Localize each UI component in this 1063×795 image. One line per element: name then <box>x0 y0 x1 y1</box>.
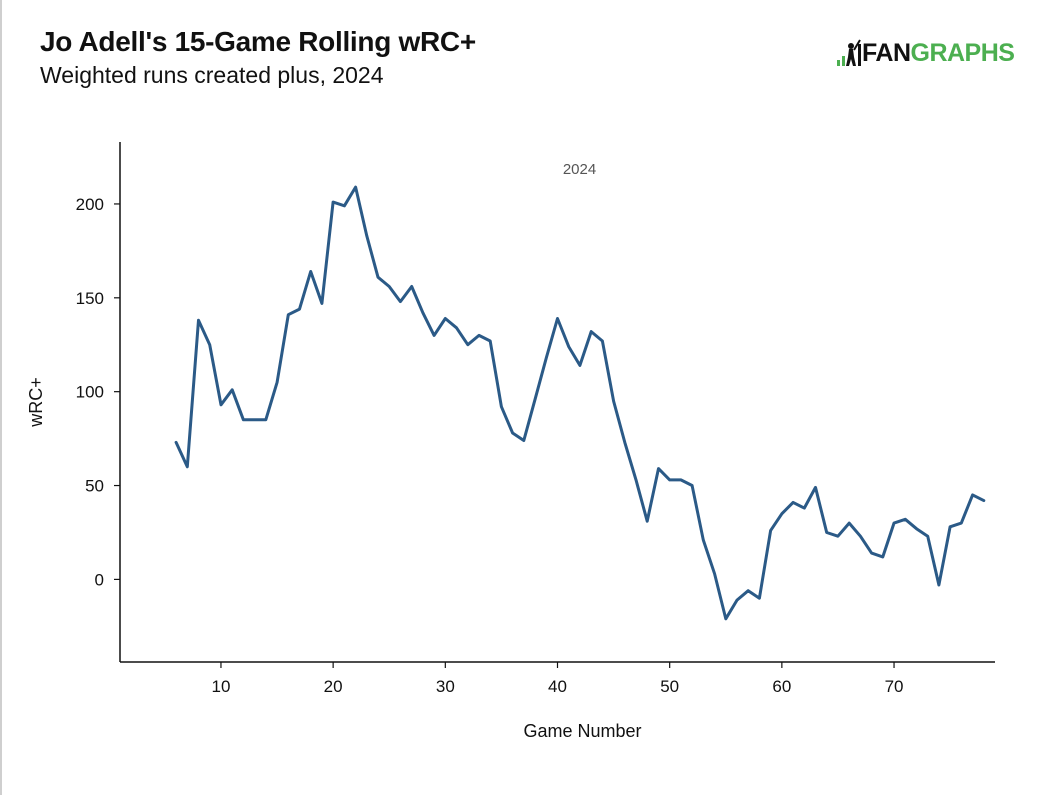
logo-graphs-text: GRAPHS <box>910 38 1015 67</box>
x-tick-label: 10 <box>212 677 231 696</box>
logo-fan-text: FAN <box>862 38 911 67</box>
y-tick-label: 0 <box>95 570 104 589</box>
year-annotation: 2024 <box>563 161 596 178</box>
x-tick-label: 70 <box>885 677 904 696</box>
left-border <box>0 0 2 795</box>
chart-title: Jo Adell's 15-Game Rolling wRC+ <box>40 26 476 57</box>
y-tick-label: 100 <box>76 383 104 402</box>
series-layer <box>174 185 986 621</box>
x-tick-label: 30 <box>436 677 455 696</box>
fangraphs-logo[interactable]: FANGRAPHS <box>836 36 1015 70</box>
series-line <box>174 185 986 621</box>
chart-ticks: 0 50 100 150 200 10 20 30 40 50 60 70 <box>76 195 904 696</box>
x-tick-label: 60 <box>772 677 791 696</box>
batter-silhouette-icon <box>837 39 861 66</box>
chart-axes <box>119 142 995 663</box>
x-tick-label: 50 <box>660 677 679 696</box>
x-axis-title: Game Number <box>523 721 641 741</box>
chart-subtitle: Weighted runs created plus, 2024 <box>40 62 384 88</box>
y-tick-label: 50 <box>85 477 104 496</box>
y-tick-label: 150 <box>76 289 104 308</box>
x-tick-label: 20 <box>324 677 343 696</box>
y-axis-title: wRC+ <box>26 377 46 428</box>
x-tick-label: 40 <box>548 677 567 696</box>
y-tick-label: 200 <box>76 195 104 214</box>
